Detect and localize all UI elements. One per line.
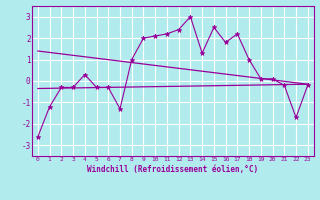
X-axis label: Windchill (Refroidissement éolien,°C): Windchill (Refroidissement éolien,°C) [87,165,258,174]
